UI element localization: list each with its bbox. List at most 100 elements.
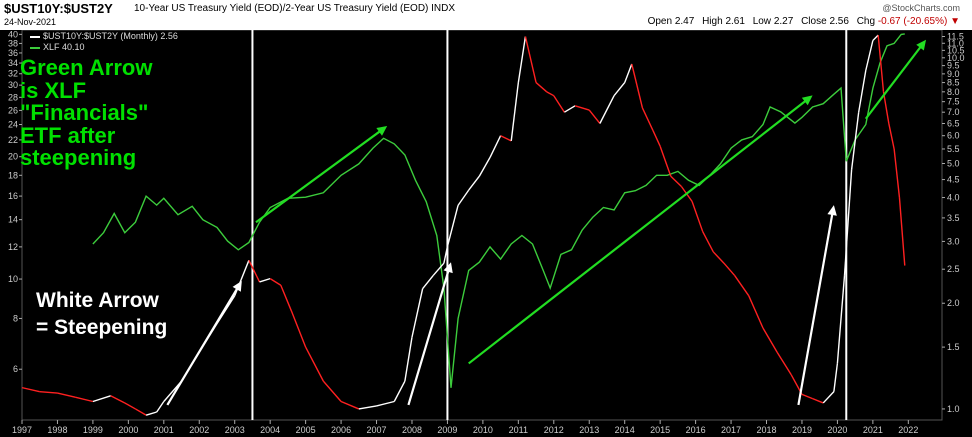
x-tick-label: 2017 [721, 425, 741, 435]
high-value: 2.61 [725, 16, 745, 27]
ratio-series-segment [510, 82, 520, 141]
x-tick-label: 1997 [12, 425, 32, 435]
ratio-series-segment [624, 63, 633, 83]
left-tick-label: 18 [8, 170, 18, 180]
ratio-series-segment [358, 405, 377, 410]
ratio-series-segment [574, 105, 590, 111]
ratio-series-segment [670, 175, 682, 188]
legend-xlf-swatch [30, 46, 40, 49]
ratio-series-segment [305, 346, 324, 382]
ratio-series-segment [290, 310, 307, 348]
white-arrow-annotation: White Arrow = Steepening [36, 289, 168, 339]
left-tick-label: 32 [8, 69, 18, 79]
x-tick-label: 2004 [260, 425, 280, 435]
ratio-series-segment [57, 392, 76, 398]
left-tick-label: 8 [13, 313, 18, 323]
right-tick-label: 5.5 [947, 144, 960, 154]
ratio-series-segment [269, 278, 282, 286]
green-arrow-shaft [468, 99, 808, 365]
xlf-series-line [92, 33, 905, 388]
x-tick-label: 2014 [615, 425, 635, 435]
ratio-series-segment [762, 327, 778, 353]
open-label: Open [647, 16, 673, 27]
ratio-series-segment [75, 396, 94, 403]
ratio-series-segment [748, 295, 764, 329]
x-tick-label: 2021 [863, 425, 883, 435]
ratio-series-segment [872, 34, 879, 42]
left-tick-label: 26 [8, 105, 18, 115]
x-tick-label: 1999 [83, 425, 103, 435]
ratio-series-segment [812, 397, 824, 404]
green-arrow-shaft [864, 45, 923, 120]
x-tick-label: 2008 [402, 425, 422, 435]
x-tick-label: 1998 [47, 425, 67, 435]
ratio-series-segment [92, 395, 111, 403]
ratio-series-segment [877, 35, 885, 92]
ratio-series-segment [404, 337, 413, 382]
right-tick-label: 2.0 [947, 298, 960, 308]
ratio-series-segment [39, 390, 58, 394]
ratio-series-segment [691, 201, 704, 232]
x-tick-label: 2012 [544, 425, 564, 435]
right-tick-label: 7.0 [947, 107, 960, 117]
right-tick-label: 3.5 [947, 213, 960, 223]
ratio-series-segment [135, 408, 147, 416]
x-tick-label: 2006 [331, 425, 351, 435]
ratio-series-segment [893, 148, 901, 198]
ratio-series-segment [776, 351, 792, 376]
ratio-series-segment [259, 277, 271, 283]
ratio-series-segment [865, 40, 874, 71]
ratio-series-segment [340, 400, 360, 410]
symbol-title: $UST10Y:$UST2Y [4, 1, 113, 16]
white-arrow-shaft [407, 269, 450, 406]
right-tick-label: 11.0 [947, 38, 964, 48]
white-arrow-head [443, 262, 453, 274]
high-label: High [702, 16, 723, 27]
ratio-series-segment [652, 130, 661, 147]
ratio-series-segment [124, 402, 136, 410]
legend-xlf: XLF 40.10 [30, 42, 85, 52]
ratio-series-segment [21, 386, 40, 393]
right-tick-label: 11.5 [947, 31, 964, 41]
low-label: Low [752, 16, 772, 27]
x-tick-label: 2001 [154, 425, 174, 435]
ratio-series-segment [443, 246, 449, 264]
x-tick-label: 2018 [756, 425, 776, 435]
ratio-series-segment [280, 285, 293, 312]
open-value: 2.47 [674, 16, 695, 27]
x-tick-label: 2011 [509, 425, 528, 435]
green-arrow-head [801, 95, 813, 106]
ratio-series-segment [145, 411, 157, 416]
ratio-series-segment [888, 123, 895, 150]
legend-ratio-swatch [30, 35, 40, 38]
ratio-series-segment [535, 82, 548, 93]
ratio-series-segment [822, 391, 835, 404]
right-tick-label: 4.0 [947, 193, 960, 203]
left-tick-label: 6 [13, 364, 18, 374]
ratio-series-segment [248, 260, 261, 283]
legend-ratio: $UST10Y:$UST2Y (Monthly) 2.56 [30, 31, 178, 41]
ratio-series-segment [836, 275, 846, 364]
right-tick-label: 10.5 [947, 45, 965, 55]
left-tick-label: 22 [8, 135, 18, 145]
x-tick-label: 2007 [367, 425, 387, 435]
chart-date: 24-Nov-2021 [4, 17, 57, 27]
ratio-series-segment [500, 135, 512, 142]
ratio-series-segment [641, 107, 654, 131]
ratio-series-segment [446, 205, 459, 247]
brand-label: @StockCharts.com [882, 3, 960, 13]
white-arrow-head [827, 205, 837, 216]
left-tick-label: 16 [8, 191, 18, 201]
ratio-series-segment [156, 401, 165, 413]
ratio-series-segment [376, 400, 395, 407]
ratio-series-segment [588, 109, 601, 124]
x-tick-label: 2015 [650, 425, 670, 435]
plot-frame [21, 30, 943, 421]
ratio-series-segment [524, 36, 537, 83]
ratio-series-segment [833, 363, 839, 392]
price-chart: 1997 1998 1999 2000 2001 2002 2003 2004 2005 2006… [8, 30, 965, 435]
legend-ratio-label: $UST10Y:$UST2Y (Monthly) 2.56 [43, 31, 178, 41]
x-tick-label: 2019 [792, 425, 812, 435]
ratio-series-segment [422, 274, 434, 290]
legend-xlf-label: XLF 40.10 [43, 42, 85, 52]
